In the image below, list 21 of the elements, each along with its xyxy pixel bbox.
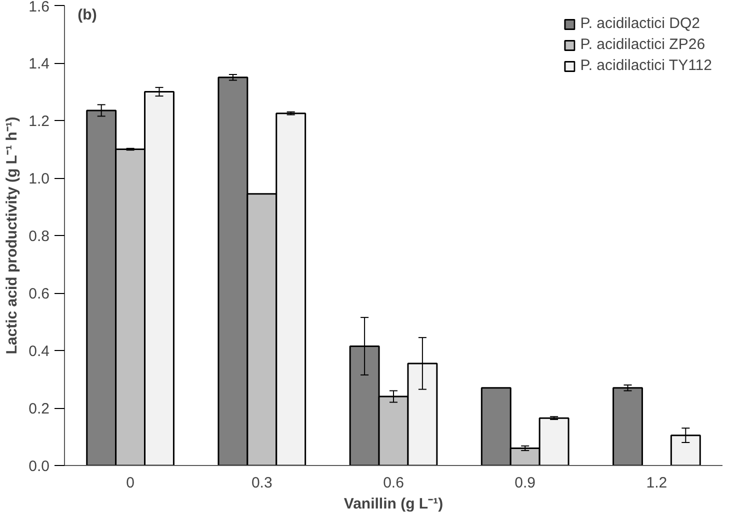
- legend-label: P. acidilactici ZP26: [580, 36, 706, 53]
- x-tick-label: 0.6: [383, 474, 404, 492]
- x-tick-label: 0.3: [251, 474, 272, 492]
- x-axis-title: Vanillin (g L⁻¹): [344, 496, 444, 512]
- y-tick-label: 0.6: [28, 286, 50, 302]
- y-tick-label: 1.0: [28, 170, 50, 188]
- y-tick-label: 1.2: [28, 113, 50, 130]
- x-tick-label: 0: [126, 474, 134, 492]
- y-tick-label: 0.8: [28, 228, 50, 245]
- y-tick-label: 1.6: [28, 0, 50, 16]
- x-tick-label: 0.9: [514, 474, 536, 492]
- y-axis-title: Lactic acid productivity (g L⁻¹ h⁻¹): [4, 116, 21, 354]
- bar: [612, 387, 643, 466]
- legend-label: P. acidilactici TY112: [580, 57, 712, 74]
- y-tick-label: 1.4: [28, 56, 50, 72]
- y-tick-label: 0.2: [28, 400, 50, 418]
- legend-label: P. acidilactici DQ2: [580, 15, 700, 32]
- x-tick-label: 1.2: [646, 474, 668, 492]
- y-tick-label: 0.4: [28, 343, 50, 360]
- y-tick-label: 0.0: [28, 458, 50, 475]
- annotation: (b): [78, 6, 97, 24]
